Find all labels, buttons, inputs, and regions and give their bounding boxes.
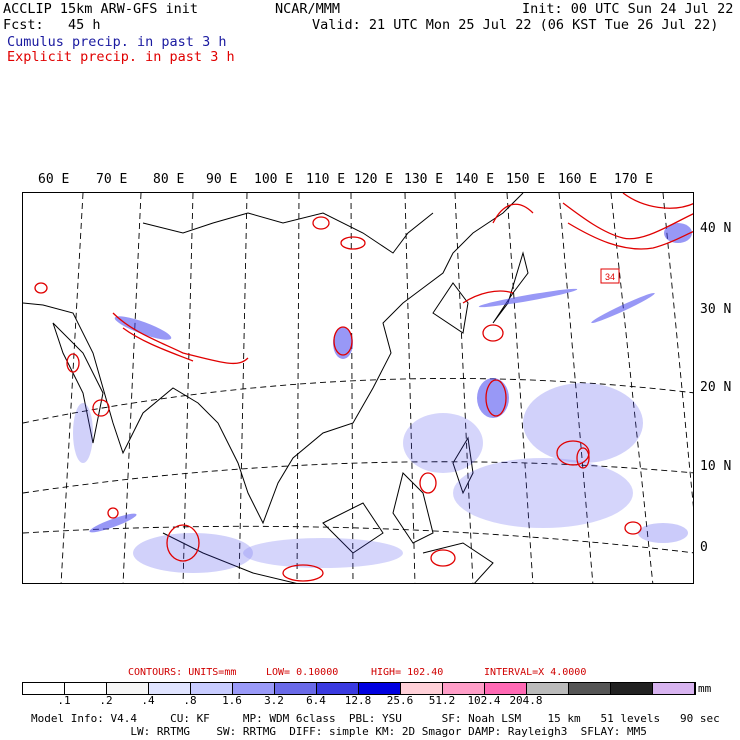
colorbar-swatch	[443, 683, 485, 694]
contour-interval: INTERVAL=X 4.0000	[484, 667, 587, 678]
lon-label: 170 E	[614, 172, 654, 187]
colorbar-tick: 3.2	[264, 694, 284, 707]
physics-info: LW: RRTMG SW: RRTMG DIFF: simple KM: 2D …	[31, 725, 647, 738]
colorbar-tick: 25.6	[386, 694, 414, 707]
colorbar-tick: 102.4	[467, 694, 501, 707]
lat-label: 40 N	[700, 221, 732, 236]
colorbar-tick: .1	[57, 694, 71, 707]
colorbar-tick: 12.8	[344, 694, 372, 707]
colorbar-swatch	[653, 683, 695, 694]
coastlines	[23, 193, 529, 583]
lat-label: 30 N	[700, 302, 732, 317]
colorbar-swatch	[611, 683, 653, 694]
contour-high: HIGH= 102.40	[371, 667, 444, 678]
colorbar-swatch	[317, 683, 359, 694]
model-info: Model Info: V4.4 CU: KF MP: WDM 6class P…	[31, 712, 720, 725]
map-frame: 34	[22, 192, 694, 584]
station-marker	[600, 268, 620, 284]
valid-time: Valid: 21 UTC Mon 25 Jul 22 (06 KST Tue …	[312, 17, 719, 33]
colorbar-swatch	[191, 683, 233, 694]
org-label: NCAR/MMM	[275, 1, 341, 17]
colorbar-tick: .8	[183, 694, 197, 707]
lon-label: 100 E	[254, 172, 294, 187]
colorbar-swatch	[401, 683, 443, 694]
colorbar-tick: .2	[99, 694, 113, 707]
lat-label: 20 N	[700, 380, 732, 395]
init-time: Init: 00 UTC Sun 24 Jul 22	[522, 1, 734, 17]
explicit-precip	[34, 193, 693, 582]
lon-label: 90 E	[206, 172, 238, 187]
lon-label: 80 E	[153, 172, 185, 187]
forecast-hour: Fcst: 45 h	[3, 17, 101, 33]
lat-label: 0	[700, 540, 708, 555]
colorbar-swatch	[275, 683, 317, 694]
lon-label: 150 E	[506, 172, 546, 187]
colorbar-unit: mm	[698, 682, 712, 695]
model-title: ACCLIP 15km ARW-GFS init	[3, 1, 199, 17]
lon-label: 70 E	[96, 172, 128, 187]
lon-label: 120 E	[354, 172, 394, 187]
colorbar-tick: 1.6	[222, 694, 242, 707]
map-canvas: 34	[23, 193, 693, 583]
colorbar-swatch	[527, 683, 569, 694]
colorbar	[22, 682, 696, 695]
colorbar-swatch	[23, 683, 65, 694]
colorbar-swatch	[107, 683, 149, 694]
contour-low: LOW= 0.10000	[266, 667, 339, 678]
graticule	[23, 193, 693, 583]
lon-label: 110 E	[306, 172, 346, 187]
colorbar-swatch	[65, 683, 107, 694]
colorbar-tick: .4	[141, 694, 155, 707]
legend-cumulus: Cumulus precip. in past 3 h	[7, 34, 227, 50]
lat-label: 10 N	[700, 459, 732, 474]
lon-label: 140 E	[455, 172, 495, 187]
colorbar-swatch	[359, 683, 401, 694]
contour-units: CONTOURS: UNITS=mm	[128, 667, 237, 678]
colorbar-swatch	[569, 683, 611, 694]
lon-label: 130 E	[404, 172, 444, 187]
colorbar-swatch	[149, 683, 191, 694]
colorbar-swatch	[485, 683, 527, 694]
colorbar-tick: 204.8	[509, 694, 543, 707]
colorbar-tick: 6.4	[306, 694, 326, 707]
legend-explicit: Explicit precip. in past 3 h	[7, 49, 235, 65]
cumulus-precip	[73, 223, 692, 573]
lon-label: 160 E	[558, 172, 598, 187]
colorbar-swatch	[233, 683, 275, 694]
station-marker-label: 34	[605, 272, 615, 282]
colorbar-tick: 51.2	[428, 694, 456, 707]
lon-label: 60 E	[38, 172, 70, 187]
